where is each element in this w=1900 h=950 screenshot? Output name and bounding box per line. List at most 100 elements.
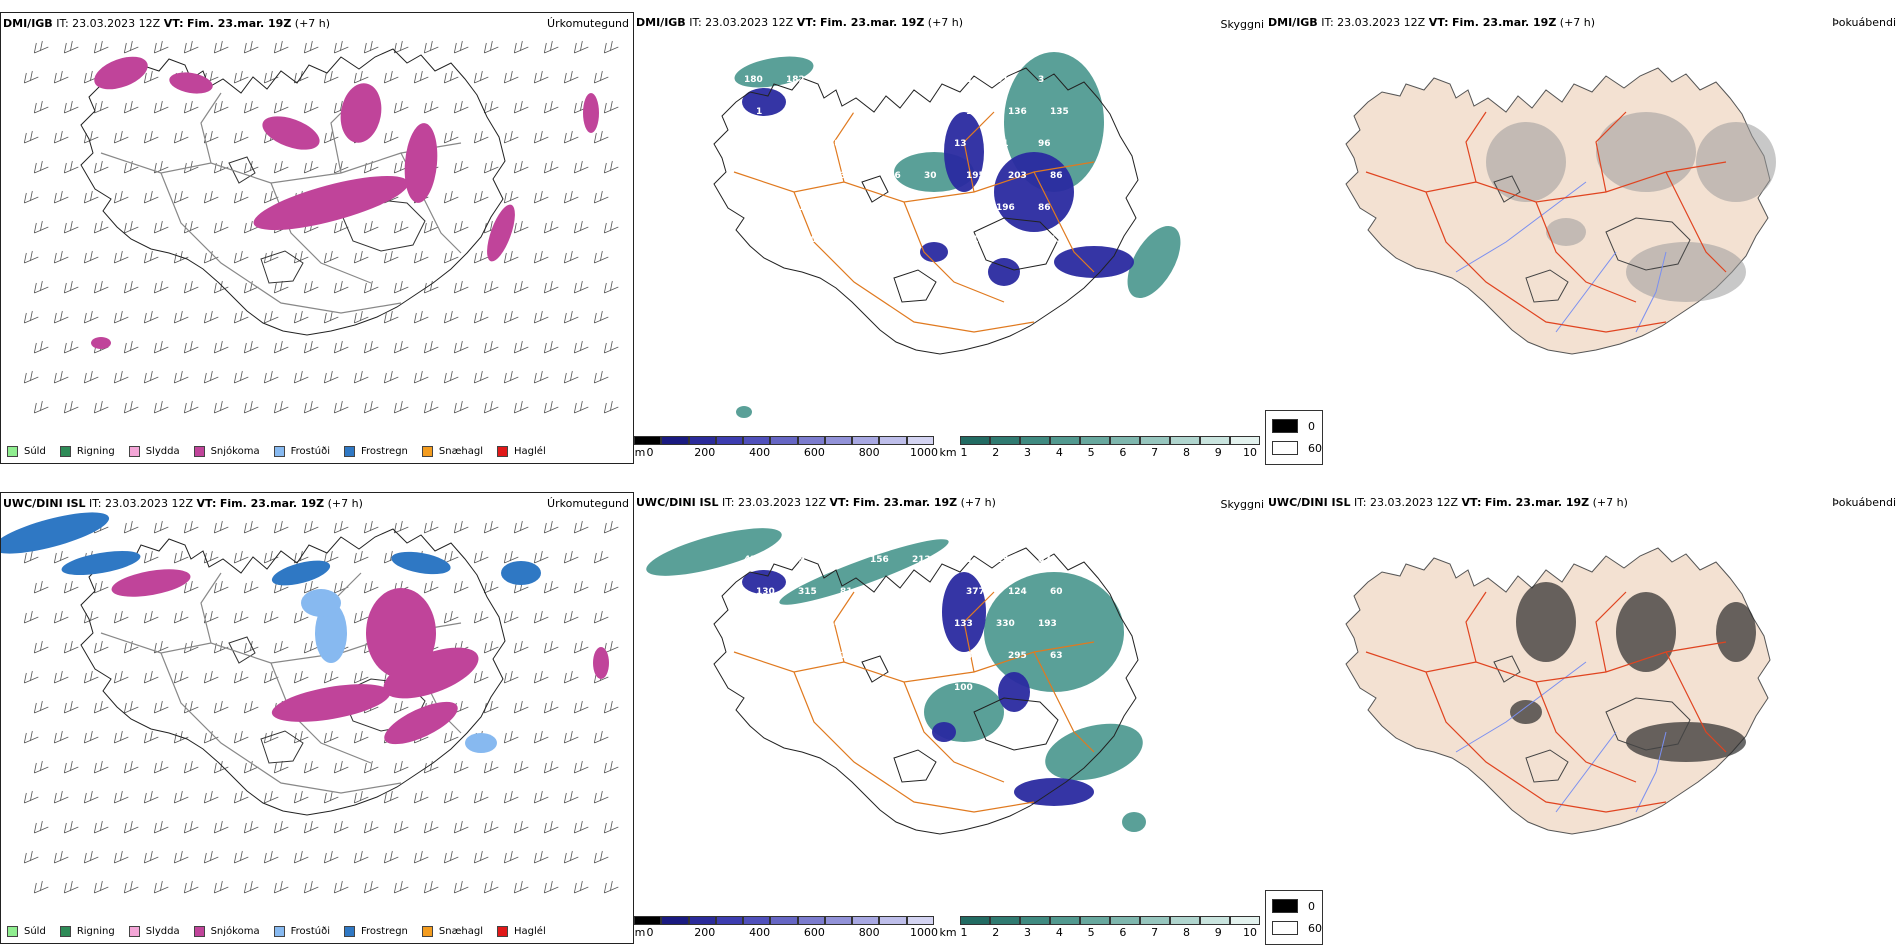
colorbar-tick: 4 <box>1055 926 1063 939</box>
colorbar-m-ticks-uwc: m 0 200 400 600 800 1000 <box>634 926 938 940</box>
legend-item: Slydda <box>128 446 180 457</box>
colorbar-segment <box>852 436 880 445</box>
cloud-base-label: 191 <box>840 651 859 661</box>
colorbar-segment <box>797 436 825 445</box>
fog-legend-uwc: 0 60 <box>1265 890 1323 945</box>
cloud-base-label: 131 <box>996 555 1015 565</box>
cloud-base-label: 183 <box>828 139 847 149</box>
colorbar-segment <box>1110 916 1140 925</box>
colorbar-tick: 6 <box>1119 926 1127 939</box>
cloud-base-label: 24 <box>912 683 925 693</box>
colorbar-segment <box>1200 916 1230 925</box>
cloud-base-label: 76 <box>924 107 937 117</box>
ptype-title-uwc: Úrkomutegund <box>547 497 629 510</box>
legend-swatch <box>273 446 285 457</box>
cloud-base-label: 136 <box>1008 107 1027 117</box>
colorbar-tick: 600 <box>803 926 825 939</box>
colorbar-unit: km <box>939 446 957 459</box>
ptype-map-uwc <box>1 512 619 894</box>
cloud-base-label: 85 <box>798 107 811 117</box>
legend-item: Súld <box>7 926 46 937</box>
legend-item: Frostúði <box>273 926 330 937</box>
legend-label: Slydda <box>145 926 180 937</box>
cloud-base-label: 76 <box>882 107 895 117</box>
legend-label: Frostúði <box>290 926 330 937</box>
legend-label: Haglél <box>514 446 546 457</box>
legend-item: Frostregn <box>344 446 408 457</box>
cloud-base-label: 89 <box>828 203 841 213</box>
cloud-base-label: 60 <box>1050 587 1063 597</box>
legend-label: Súld <box>24 926 46 937</box>
colorbar-segment <box>1050 436 1080 445</box>
legend-label: Frostúði <box>290 446 330 457</box>
colorbar-segment <box>1140 436 1170 445</box>
colorbar-segment <box>1140 916 1170 925</box>
fog-legend-swatch <box>1272 441 1298 455</box>
legend-label: Frostregn <box>361 926 408 937</box>
colorbar-tick: 600 <box>803 446 825 459</box>
legend-item: Snjókoma <box>193 926 260 937</box>
colorbar-tick: 10 <box>1243 446 1257 459</box>
fog-legend-label: 0 <box>1308 419 1315 433</box>
legend-swatch <box>193 926 205 937</box>
colorbar-segment <box>990 436 1020 445</box>
fog-legend-label: 0 <box>1308 899 1315 913</box>
colorbar-segment <box>715 916 744 925</box>
cloud-base-label: 133 <box>744 139 763 149</box>
legend-swatch <box>59 926 71 937</box>
legend-swatch <box>59 446 71 457</box>
cloud-base-label: 531 <box>954 555 973 565</box>
cloud-base-label: 26 <box>798 651 811 661</box>
legend-swatch <box>421 926 433 937</box>
colorbar-tick: 0 <box>646 446 654 459</box>
cloud-base-label: 124 <box>1008 587 1027 597</box>
colorbar-unit: m <box>634 926 646 939</box>
cloud-base-label: 146 <box>882 171 901 181</box>
colorbar-segment <box>1170 916 1200 925</box>
fog-map-uwc <box>1345 547 1771 835</box>
legend-label: Rigning <box>76 926 115 937</box>
legend-swatch <box>7 446 18 457</box>
fog-legend-label: 60 <box>1308 441 1322 455</box>
colorbar-tick: 2 <box>992 926 1000 939</box>
cloud-title-dmi: Skyggni <box>1220 18 1264 31</box>
colorbar-km-uwc <box>960 916 1260 925</box>
cloud-base-label: 79 <box>912 203 925 213</box>
colorbar-m-dmi <box>634 436 934 445</box>
cloud-base-label: 86 <box>1050 171 1063 181</box>
cloud-base-label: 295 <box>1008 651 1027 661</box>
cloud-base-label: 330 <box>996 619 1015 629</box>
colorbar-tick: 1 <box>960 446 968 459</box>
cloud-base-label: 112 <box>756 235 775 245</box>
cloud-base-label: 180 <box>744 75 763 85</box>
colorbar-segment <box>879 436 907 445</box>
cloud-base-label: 48 <box>828 555 841 565</box>
cloud-base-label: 30 <box>870 139 883 149</box>
fog-legend-dmi: 0 60 <box>1265 410 1323 465</box>
header-cloud-dmi: DMI/IGB IT: 23.03.2023 12Z VT: Fim. 23.m… <box>636 16 964 29</box>
header-cloud-uwc: UWC/DINI ISL IT: 23.03.2023 12Z VT: Fim.… <box>636 496 996 509</box>
header-fog-dmi: DMI/IGB IT: 23.03.2023 12Z VT: Fim. 23.m… <box>1268 16 1596 29</box>
cloud-base-label: 203 <box>1008 171 1027 181</box>
colorbar-segment <box>852 916 880 925</box>
cloud-base-label: 196 <box>996 203 1015 213</box>
cloud-base-label: 81 <box>840 587 853 597</box>
cloud-base-label: 13 <box>1050 235 1063 245</box>
colorbar-tick: 0 <box>646 926 654 939</box>
legend-label: Súld <box>24 446 46 457</box>
ptype-panel-uwc: UWC/DINI ISL IT: 23.03.2023 12Z VT: Fim.… <box>0 492 634 944</box>
legend-swatch <box>7 926 18 937</box>
legend-item: Haglél <box>497 446 546 457</box>
colorbar-tick: 6 <box>1119 446 1127 459</box>
fog-legend-swatch <box>1272 899 1298 913</box>
colorbar-tick: 1 <box>960 926 968 939</box>
cloud-base-label: 156 <box>870 555 889 565</box>
cloud-base-label: 300 <box>840 171 859 181</box>
legend-label: Snjókoma <box>210 446 260 457</box>
fog-legend-item: 60 <box>1272 921 1322 935</box>
colorbar-km-ticks-uwc: km 1 2 3 4 5 6 7 8 9 10 <box>939 926 1260 940</box>
colorbar-segment <box>824 436 853 445</box>
colorbar-segment <box>715 436 744 445</box>
legend-item: Snjókoma <box>193 446 260 457</box>
cloud-base-label: 145 <box>966 107 985 117</box>
